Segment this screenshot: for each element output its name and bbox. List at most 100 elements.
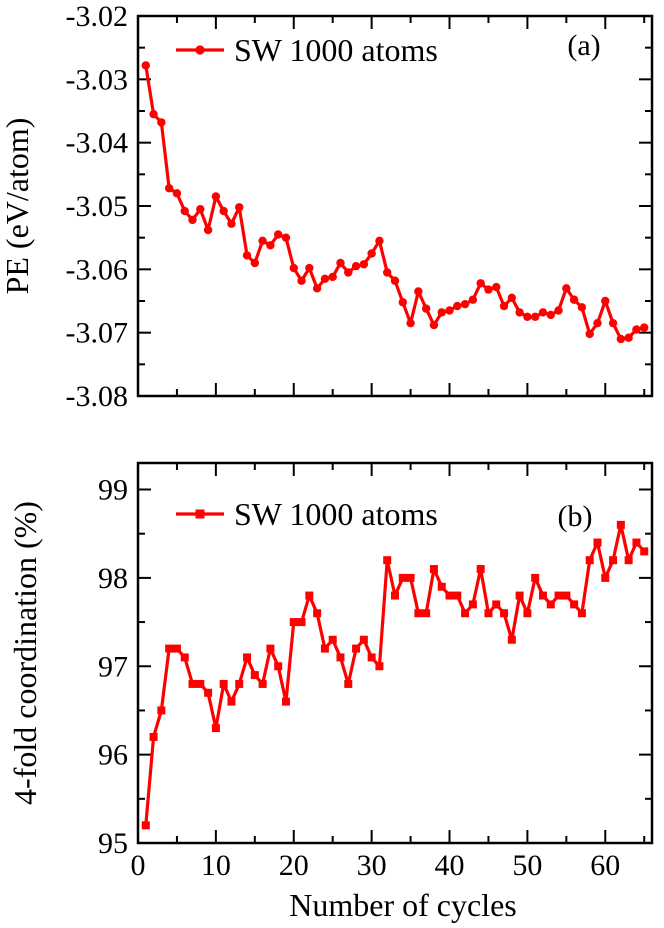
data-point <box>414 287 423 296</box>
data-point <box>585 556 594 565</box>
data-point <box>250 258 260 268</box>
data-point <box>196 679 205 688</box>
data-point <box>320 274 330 284</box>
data-point <box>445 591 454 600</box>
data-point <box>157 118 166 127</box>
data-point <box>499 301 509 311</box>
data-point <box>196 204 205 214</box>
data-point <box>320 644 329 653</box>
data-point <box>523 609 532 618</box>
data-point <box>305 591 314 600</box>
data-point <box>421 304 431 313</box>
data-point <box>188 215 197 225</box>
data-point <box>453 301 462 311</box>
data-point <box>351 261 361 271</box>
x-tick-label: 0 <box>131 849 146 882</box>
data-point <box>390 276 400 285</box>
data-point <box>507 635 516 644</box>
data-point <box>375 662 384 671</box>
y-tick-label: 98 <box>98 562 128 595</box>
data-point <box>640 323 649 332</box>
data-point <box>515 591 524 600</box>
data-point <box>608 318 618 328</box>
data-point <box>297 276 306 285</box>
data-point <box>546 310 555 320</box>
data-point <box>562 591 571 600</box>
y-tick-label: 96 <box>98 739 128 772</box>
data-point <box>429 320 439 330</box>
data-point <box>530 312 540 322</box>
x-tick-label: 10 <box>201 849 231 882</box>
data-point <box>235 203 244 212</box>
data-point <box>352 644 361 653</box>
y-tick-label: 97 <box>98 650 128 683</box>
data-point <box>235 679 244 688</box>
data-point <box>515 308 524 317</box>
data-point <box>273 230 283 239</box>
data-point <box>461 609 470 618</box>
series-line <box>144 65 645 341</box>
panel-label: (a) <box>567 29 600 62</box>
data-point <box>281 697 290 706</box>
data-point <box>398 298 407 307</box>
data-point <box>344 679 353 688</box>
data-point <box>406 573 415 582</box>
data-point <box>164 184 174 193</box>
data-point <box>367 653 376 662</box>
data-point <box>632 538 641 547</box>
data-point <box>577 609 586 618</box>
x-tick-label: 40 <box>435 849 465 882</box>
data-point <box>297 618 306 627</box>
data-point <box>274 662 283 671</box>
data-point <box>336 258 345 268</box>
data-point <box>289 618 298 627</box>
data-point <box>429 565 438 574</box>
data-point <box>616 520 625 529</box>
data-point <box>359 635 368 644</box>
data-point <box>219 679 228 688</box>
data-point <box>266 241 275 250</box>
x-axis-label: Number of cycles <box>289 887 516 923</box>
data-point <box>227 219 236 228</box>
data-point <box>367 249 376 258</box>
data-point <box>546 600 555 609</box>
legend-marker <box>195 509 205 519</box>
plot-frame <box>136 461 654 845</box>
data-point <box>453 591 462 600</box>
panel-label: (b) <box>558 500 593 533</box>
data-point <box>531 573 540 582</box>
legend-marker <box>195 45 205 55</box>
data-point <box>313 609 322 618</box>
data-point <box>383 556 392 565</box>
legend-label: SW 1000 atoms <box>234 32 438 68</box>
data-point <box>422 609 431 618</box>
data-point <box>406 318 415 328</box>
data-point <box>344 268 353 277</box>
panel-a: -3.08 -3.07 -3.06 -3.05 -3.04 -3.03 -3.02 PE (e… <box>0 0 654 413</box>
y-axis-label: 4-fold coordination (%) <box>7 501 43 805</box>
data-point <box>211 724 220 733</box>
y-tick-label: -3.07 <box>66 317 129 350</box>
data-point <box>554 306 563 315</box>
data-point <box>219 206 228 216</box>
data-point <box>538 308 548 317</box>
data-point <box>569 295 579 304</box>
data-point <box>250 671 259 680</box>
data-point <box>211 192 221 201</box>
data-point <box>609 556 618 565</box>
data-point <box>141 61 150 70</box>
data-point <box>375 236 384 246</box>
data-point <box>149 109 158 119</box>
data-point <box>359 260 369 269</box>
data-point <box>468 600 477 609</box>
data-point <box>484 285 493 294</box>
data-point <box>180 653 189 662</box>
data-point <box>632 325 641 334</box>
data-point <box>616 334 626 344</box>
data-point <box>445 306 454 315</box>
data-point <box>437 582 446 591</box>
data-point <box>391 591 399 600</box>
data-point <box>460 299 470 309</box>
data-point <box>203 225 213 235</box>
